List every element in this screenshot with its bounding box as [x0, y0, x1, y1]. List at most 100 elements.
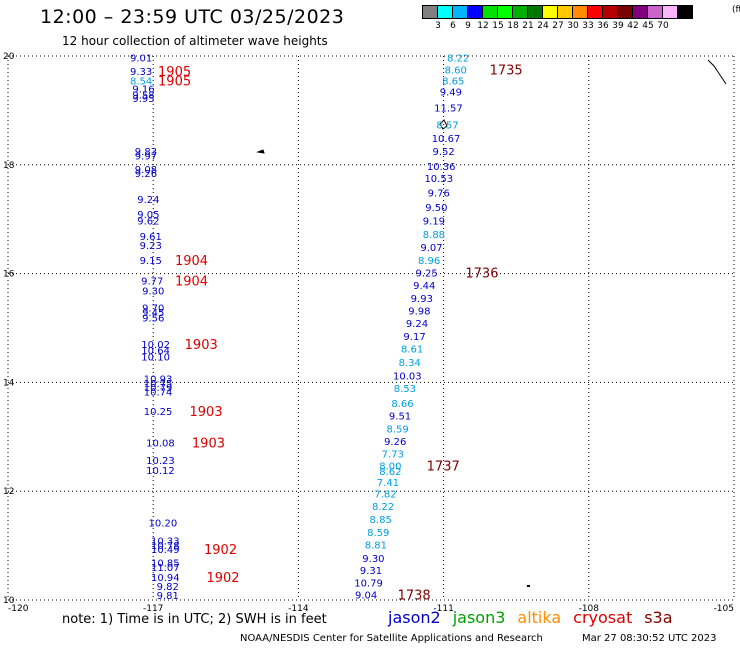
- wave-height-value: 9.93: [411, 294, 433, 305]
- y-tick-label: 20: [3, 52, 15, 62]
- legend-label: 6: [450, 21, 456, 31]
- wave-height-value: 10.10: [141, 353, 170, 364]
- wave-height-value: 8.22: [372, 502, 394, 513]
- wave-height-value: 9.26: [135, 169, 157, 180]
- island-outline: [439, 119, 448, 130]
- wave-height-value: 8.66: [391, 399, 413, 410]
- wave-height-value: 9.44: [413, 281, 435, 292]
- wave-height-value: 10.64: [141, 346, 170, 357]
- wave-height-value: 10.74: [144, 387, 173, 398]
- wave-height-value: 7.82: [374, 490, 396, 501]
- wave-height-value: 9.30: [142, 286, 164, 297]
- wave-height-value: 8.00: [379, 461, 401, 472]
- wave-height-value: 9.83: [135, 147, 157, 158]
- legend-label: 27: [552, 21, 564, 31]
- legend-label: 42: [627, 21, 639, 31]
- wave-height-value: 9.23: [140, 241, 162, 252]
- wave-height-value: 10.49: [151, 545, 180, 556]
- wave-height-value: 8.61: [401, 344, 423, 355]
- wave-height-value: 8.53: [394, 384, 416, 395]
- pass-time-label: 1903: [185, 338, 218, 353]
- footer-note: note: 1) Time is in UTC; 2) SWH is in fe…: [62, 612, 327, 627]
- footer-timestamp: Mar 27 08:30:52 UTC 2023: [582, 633, 717, 644]
- wave-height-value: 8.81: [365, 540, 387, 551]
- wave-height-value: 9.17: [403, 332, 425, 343]
- wave-height-value: 10.79: [144, 383, 173, 394]
- axis-tick-labels: -120 -117 -114 -111 -108 -105 20 18 16 14 12 10: [3, 52, 734, 614]
- legend-label: 24: [537, 21, 549, 31]
- wave-height-value: 9.95: [132, 94, 154, 105]
- wave-height-value: 9.01: [130, 53, 152, 64]
- wave-height-value: 8.85: [370, 515, 392, 526]
- wave-height-value: 10.20: [149, 519, 178, 530]
- legend-label: 3: [435, 21, 441, 31]
- satellite-legend: jason2 jason3 altika cryosat s3a: [388, 608, 685, 627]
- wave-height-value: 8.54: [130, 76, 152, 87]
- wave-height-value: 9.81: [157, 591, 179, 602]
- wave-height-value: 9.15: [140, 256, 162, 267]
- wave-height-value: 10.12: [146, 466, 175, 477]
- legend-swatch: [677, 5, 693, 19]
- pass-time-label: 1738: [398, 588, 431, 603]
- map-grid: [7, 55, 735, 601]
- y-tick-label: 12: [3, 487, 14, 497]
- wave-height-value: 8.62: [379, 467, 401, 478]
- islet-a: [256, 149, 265, 154]
- legend-label: 70: [657, 21, 669, 31]
- wave-height-value: 9.30: [362, 554, 384, 565]
- wave-height-value: 9.61: [140, 232, 162, 243]
- wave-height-value: 9.24: [406, 319, 428, 330]
- x-tick-label: -108: [579, 604, 600, 614]
- satellite-s3a: s3a: [644, 608, 673, 627]
- pass-time-label: 1735: [490, 63, 523, 78]
- pass-time-label: 1903: [190, 405, 223, 420]
- wave-height-value: 7.73: [382, 449, 404, 460]
- legend-label: 39: [612, 21, 624, 31]
- wave-height-value: 9.08: [135, 165, 157, 176]
- wave-height-value: 8.57: [436, 120, 458, 131]
- coastline-north: [707, 59, 727, 85]
- y-tick-label: 16: [3, 270, 15, 280]
- wave-height-value: 9.33: [130, 67, 152, 78]
- wave-height-value: 9.04: [355, 590, 377, 601]
- wave-height-value: 9.77: [141, 276, 163, 287]
- wave-height-value: 10.25: [144, 407, 173, 418]
- wave-height-value: 9.50: [425, 203, 447, 214]
- y-tick-label: 18: [3, 161, 15, 171]
- wave-height-value: 8.59: [386, 424, 408, 435]
- wave-height-value: 9.76: [428, 188, 450, 199]
- wave-height-value: 9.52: [432, 147, 454, 158]
- coastline: [256, 59, 727, 587]
- footer-credit: NOAA/NESDIS Center for Satellite Applica…: [240, 633, 543, 644]
- pass-time-label: 1737: [427, 459, 460, 474]
- legend-label: 30: [567, 21, 579, 31]
- wave-height-value: 9.16: [132, 84, 154, 95]
- wave-height-value: 9.97: [135, 151, 157, 162]
- wave-height-value: 10.79: [354, 578, 383, 589]
- wave-height-value: 9.70: [142, 304, 164, 315]
- pass-time-label: 1736: [465, 266, 498, 281]
- wave-height-value: 10.94: [151, 573, 180, 584]
- legend-label: 21: [522, 21, 534, 31]
- satellite-jason3: jason3: [452, 608, 506, 627]
- wave-height-value: 9.62: [137, 217, 159, 228]
- wave-height-value: 9.51: [389, 411, 411, 422]
- pass-time-label: 1904: [175, 254, 208, 269]
- y-tick-label: 14: [3, 378, 15, 388]
- wave-height-value: 8.34: [399, 358, 421, 369]
- wave-height-value: 10.08: [146, 439, 175, 450]
- wave-height-value: 10.03: [393, 372, 422, 383]
- wave-height-value: 10.23: [146, 456, 175, 467]
- legend-label: 12: [477, 21, 489, 31]
- x-tick-label: -114: [288, 604, 309, 614]
- wave-height-value: 10.02: [141, 340, 170, 351]
- legend-label: 15: [492, 21, 504, 31]
- wave-height-value: 11.07: [151, 563, 180, 574]
- wave-height-value: 10.53: [424, 174, 453, 185]
- legend-swatches: [422, 5, 693, 19]
- wave-height-value: 8.88: [423, 230, 445, 241]
- wave-height-value: 8.96: [418, 256, 440, 267]
- wave-height-value: 10.78: [151, 541, 180, 552]
- x-tick-label: -120: [8, 604, 29, 614]
